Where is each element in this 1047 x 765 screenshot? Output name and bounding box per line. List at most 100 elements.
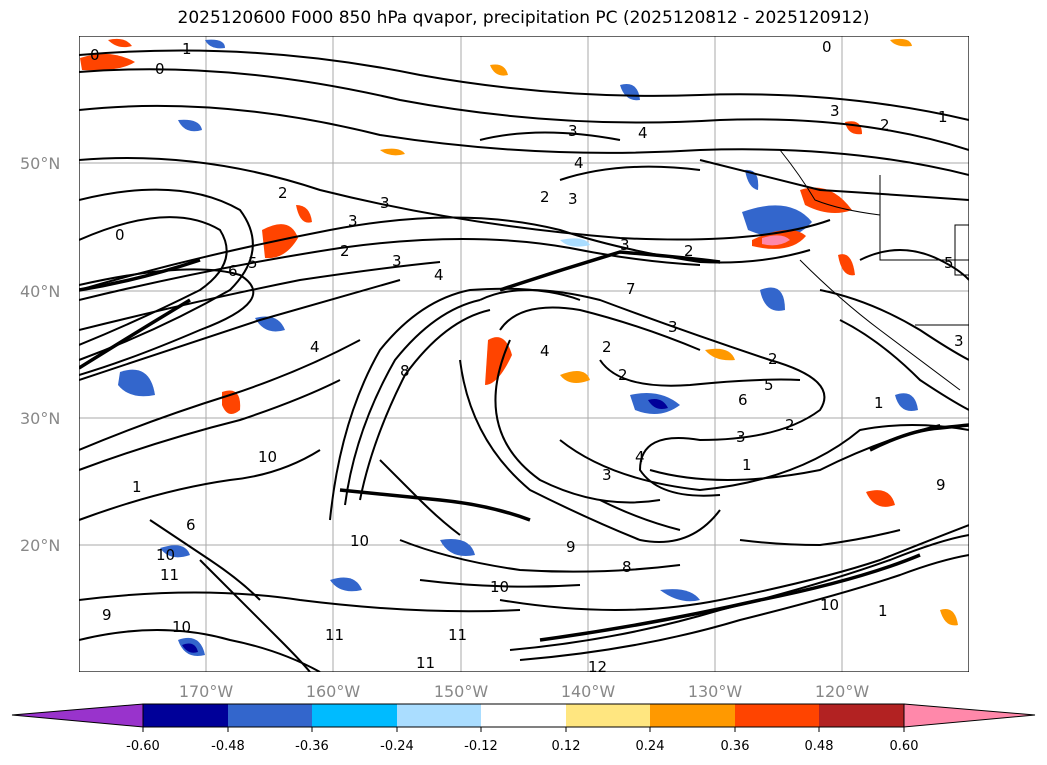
contour-label: 10 xyxy=(258,448,277,466)
contour-label: 3 xyxy=(568,190,578,208)
contour-label: 5 xyxy=(944,254,954,272)
contour-label: 7 xyxy=(626,280,636,298)
contour-label: 9 xyxy=(566,538,576,556)
contour-label: 2 xyxy=(602,338,612,356)
lon-label-150w: 150°W xyxy=(434,682,489,701)
colorbar-tick-label: -0.24 xyxy=(380,739,414,754)
colorbar-bin xyxy=(566,704,650,727)
contour-label: 9 xyxy=(102,606,112,624)
colorbar-tick-label: 0.60 xyxy=(890,739,919,754)
contour-label: 6 xyxy=(186,516,196,534)
contour-label: 2 xyxy=(684,242,694,260)
colorbar-bin xyxy=(143,704,228,727)
contour-label: 10 xyxy=(820,596,839,614)
lon-label-120w: 120°W xyxy=(815,682,870,701)
map-panel: 0 1 0 0 3 4 4 3 2 1 2 3 3 3 2 0 6 5 2 3 … xyxy=(79,36,969,676)
colorbar-extend-low xyxy=(11,703,144,728)
colorbar-extend-high xyxy=(903,703,1036,728)
contour-label: 1 xyxy=(878,602,888,620)
contour-label: 10 xyxy=(172,618,191,636)
contour-label: 2 xyxy=(340,242,350,260)
contour-label: 11 xyxy=(448,626,467,644)
precip-patches xyxy=(80,38,958,656)
colorbar-tick-label: 0.24 xyxy=(636,739,665,754)
contour-label: 8 xyxy=(400,362,410,380)
contour-label: 0 xyxy=(115,226,125,244)
lon-label-140w: 140°W xyxy=(561,682,616,701)
colorbar-tick-label: 0.48 xyxy=(805,739,834,754)
contour-labels: 0 1 0 0 3 4 4 3 2 1 2 3 3 3 2 0 6 5 2 3 … xyxy=(90,38,964,676)
colorbar-bin xyxy=(312,704,397,727)
colorbar-tick-label: -0.36 xyxy=(295,739,329,754)
contour-label: 1 xyxy=(938,108,948,126)
lat-label-20n: 20°N xyxy=(20,536,60,555)
colorbar-bin xyxy=(228,704,312,727)
colorbar-bin xyxy=(819,704,904,727)
contour-label: 4 xyxy=(635,448,645,466)
coastline xyxy=(779,149,969,391)
map-title: 2025120600 F000 850 hPa qvapor, precipit… xyxy=(177,8,870,28)
lat-labels: 50°N 40°N 30°N 20°N xyxy=(20,154,60,555)
contour-label: 11 xyxy=(325,626,344,644)
contour-label: 11 xyxy=(416,654,435,672)
contour-label: 11 xyxy=(160,566,179,584)
contour-label: 4 xyxy=(574,154,584,172)
contour-label: 2 xyxy=(278,184,288,202)
colorbar-bin xyxy=(735,704,819,727)
contour-label: 3 xyxy=(736,428,746,446)
contour-label: 1 xyxy=(742,456,752,474)
contour-label: 4 xyxy=(638,124,648,142)
colorbar-bin xyxy=(650,704,735,727)
contour-label: 4 xyxy=(310,338,320,356)
contour-label: 1 xyxy=(132,478,142,496)
lat-label-50n: 50°N xyxy=(20,154,60,173)
contour-label: 4 xyxy=(540,342,550,360)
contour-label: 2 xyxy=(880,116,890,134)
contour-label: 10 xyxy=(350,532,369,550)
contour-label: 8 xyxy=(622,558,632,576)
contour-label: 3 xyxy=(380,194,390,212)
colorbar-ticks xyxy=(142,727,905,732)
contour-label: 6 xyxy=(738,391,748,409)
lon-label-170w: 170°W xyxy=(179,682,234,701)
contour-label: 3 xyxy=(568,122,578,140)
colorbar-tick-label: -0.48 xyxy=(211,739,245,754)
contour-label: 3 xyxy=(602,466,612,484)
colorbar-tick-label: 0.12 xyxy=(552,739,581,754)
colorbar-bin xyxy=(397,704,481,727)
colorbar-tick-labels: -0.60 -0.48 -0.36 -0.24 -0.12 0.12 0.24 … xyxy=(126,739,918,754)
lon-label-160w: 160°W xyxy=(306,682,361,701)
colorbar: -0.60 -0.48 -0.36 -0.24 -0.12 0.12 0.24 … xyxy=(11,703,1036,754)
contour-label: 2 xyxy=(768,350,778,368)
contour-label: 2 xyxy=(785,416,795,434)
colorbar-tick-label: -0.12 xyxy=(464,739,498,754)
contour-label: 2 xyxy=(540,188,550,206)
contour-label: 1 xyxy=(874,394,884,412)
contour-label: 3 xyxy=(668,318,678,336)
contour-label: 0 xyxy=(155,60,165,78)
contour-label: 1 xyxy=(182,40,192,58)
contour-label: 5 xyxy=(764,376,774,394)
colorbar-bin xyxy=(481,704,566,727)
contour-label: 4 xyxy=(434,266,444,284)
contour-label: 0 xyxy=(90,46,100,64)
lon-label-130w: 130°W xyxy=(688,682,743,701)
contour-label: 10 xyxy=(156,546,175,564)
contour-label: 9 xyxy=(936,476,946,494)
contour-label: 6 xyxy=(228,262,238,280)
moisture-gradient-band xyxy=(79,250,969,642)
contour-label: 2 xyxy=(618,366,628,384)
lat-label-30n: 30°N xyxy=(20,409,60,428)
contour-label: 10 xyxy=(490,578,509,596)
contour-label: 3 xyxy=(954,332,964,350)
contour-label: 5 xyxy=(248,254,258,272)
contour-label: 12 xyxy=(588,658,607,676)
lon-labels: 170°W 160°W 150°W 140°W 130°W 120°W xyxy=(179,682,870,701)
contour-label: 3 xyxy=(348,212,358,230)
contour-label: 0 xyxy=(822,38,832,56)
contour-label: 3 xyxy=(830,102,840,120)
lat-label-40n: 40°N xyxy=(20,282,60,301)
colorbar-tick-label: -0.60 xyxy=(126,739,160,754)
colorbar-tick-label: 0.36 xyxy=(721,739,750,754)
